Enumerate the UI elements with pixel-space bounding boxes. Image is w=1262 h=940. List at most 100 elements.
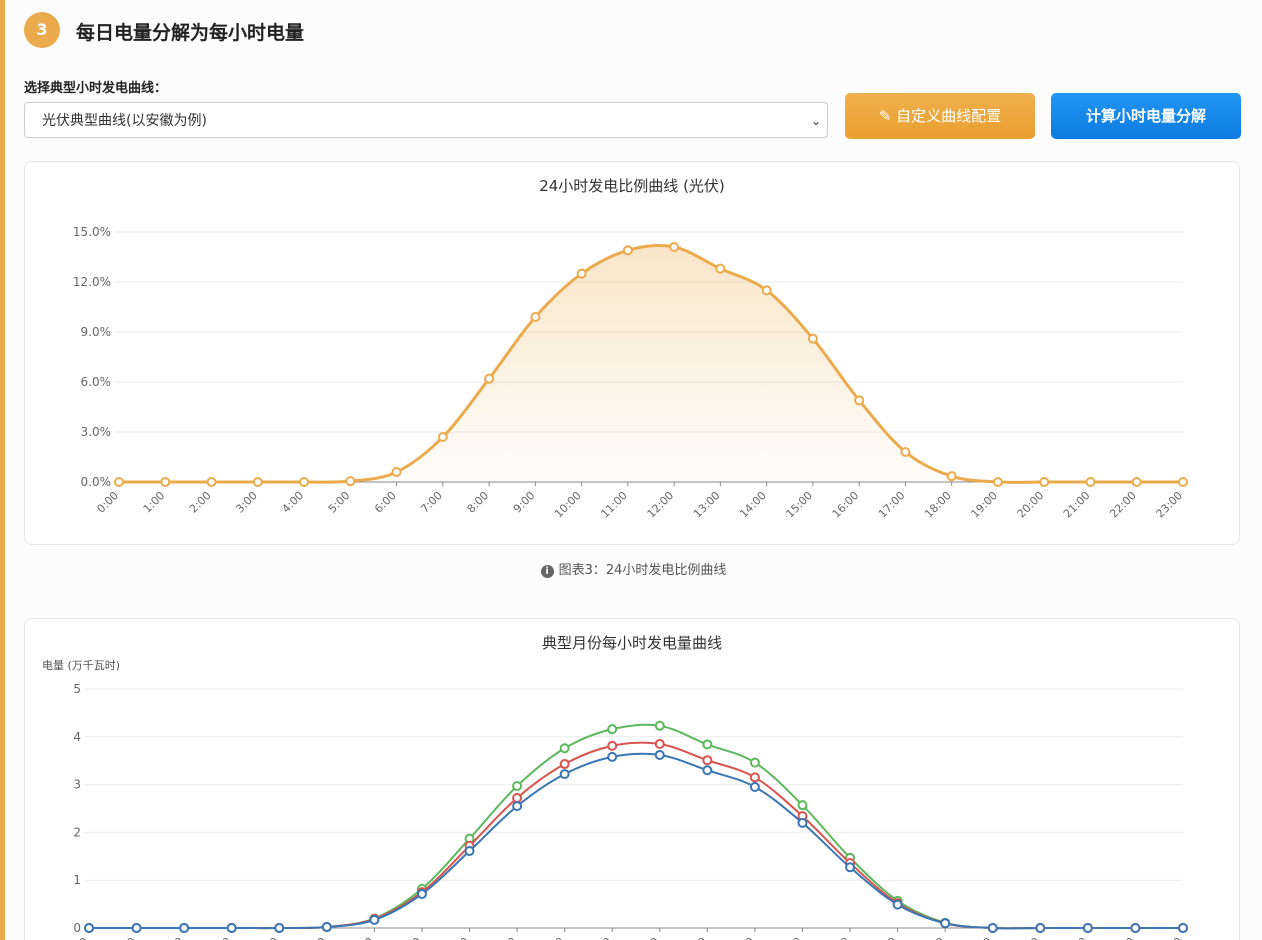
select-label: 选择典型小时发电曲线： [24,81,168,96]
point [797,800,808,811]
x-tick-label: 10:00 [552,489,584,521]
point [179,923,190,933]
x-tick-label: 22:00 [1106,935,1138,940]
point [749,772,760,783]
point [845,862,856,873]
chart-title: 典型月份每小时发电量曲线 [542,634,722,652]
line [89,723,1183,930]
point [1085,477,1096,487]
point [226,923,237,933]
curve-select[interactable]: 光伏典型曲线(以安徽为例) ⌄ [24,102,828,138]
x-tick-label: 11:00 [583,935,615,940]
x-tick-label: 18:00 [922,489,954,521]
point [654,749,665,760]
point [131,923,142,933]
x-tick-label: 5:00 [302,935,329,940]
point [484,373,495,384]
x-tick-label: 8:00 [465,489,492,516]
y-tick-label: 9.0% [81,325,112,339]
x-tick-label: 14:00 [737,489,769,521]
chart-card: 24小时发电比例曲线 (光伏) 0.0% 3.0% 6.0% 9.0% 12.0% 15.0… [24,161,1240,545]
point [702,755,713,766]
y-tick-label: 2 [73,825,81,839]
point [854,395,865,406]
x-tick-label: 0:00 [64,935,91,940]
y-tick-label: 12.0% [73,275,111,289]
point [559,759,570,770]
info-icon: i [540,565,554,578]
point [607,724,618,735]
point [274,923,285,933]
point [1035,923,1046,933]
calculate-button[interactable]: 计算小时电量分解 [1051,93,1241,139]
point [669,242,680,252]
x-tick-label: 10:00 [535,935,567,940]
point [702,739,713,750]
x-tick-label: 8:00 [445,935,472,940]
y-axis-label: 电量 (万千瓦时) [42,659,120,672]
point [940,918,951,929]
y-tick-label: 0.0% [81,475,112,489]
x-tick-label: 18:00 [916,935,948,940]
point [1178,923,1188,933]
x-tick-label: 13:00 [678,935,710,940]
point [369,914,380,925]
point [464,846,475,857]
x-tick-label: 17:00 [868,935,900,940]
x-tick-label: 7:00 [397,935,424,940]
x-tick-label: 1:00 [112,935,139,940]
x-tick-label: 12:00 [645,489,677,521]
point [1131,477,1142,487]
point [160,477,171,487]
point [206,477,217,487]
line [89,752,1183,930]
custom-curve-button[interactable]: ✎ 自定义曲线配置 [845,93,1035,139]
x-tick-label: 21:00 [1058,935,1090,940]
x-tick-label: 5:00 [326,489,353,516]
point [761,285,772,296]
point [749,781,760,792]
y-tick-label: 4 [73,730,81,744]
point [512,792,523,803]
x-tick-label: 20:00 [1015,489,1047,521]
point [299,477,310,487]
point [654,738,665,749]
x-tick-label: 9:00 [511,489,538,516]
x-tick-label: 6:00 [350,935,377,940]
step-title: 每日电量分解为每小时电量 [76,22,305,44]
x-tick-label: 17:00 [876,489,908,521]
point [1082,923,1093,933]
point [114,477,124,487]
point [702,765,713,776]
point [84,923,94,933]
area [119,245,1183,483]
point [321,922,332,933]
point [607,751,618,762]
y-tick-label: 5 [73,682,81,696]
button-text: 自定义曲线配置 [896,107,1002,125]
y-tick-label: 3 [73,778,81,792]
x-tick-label: 14:00 [725,935,757,940]
x-tick-label: 19:00 [963,935,995,940]
point [1039,477,1050,487]
x-tick-label: 23:00 [1154,489,1186,521]
x-tick-label: 21:00 [1061,489,1093,521]
point [512,801,523,812]
step-badge: 3 [24,12,60,48]
x-tick-label: 12:00 [630,935,662,940]
point [391,467,402,477]
button-text: 计算小时电量分解 [1085,107,1206,125]
y-tick-label: 1 [73,873,81,887]
x-tick-label: 0:00 [94,489,121,516]
x-tick-label: 9:00 [493,935,520,940]
x-tick-label: 4:00 [255,935,282,940]
chart-title: 24小时发电比例曲线 (光伏) [539,177,725,195]
x-tick-label: 3:00 [207,935,234,940]
point [1130,923,1141,933]
point [807,333,818,344]
point [1178,477,1188,487]
